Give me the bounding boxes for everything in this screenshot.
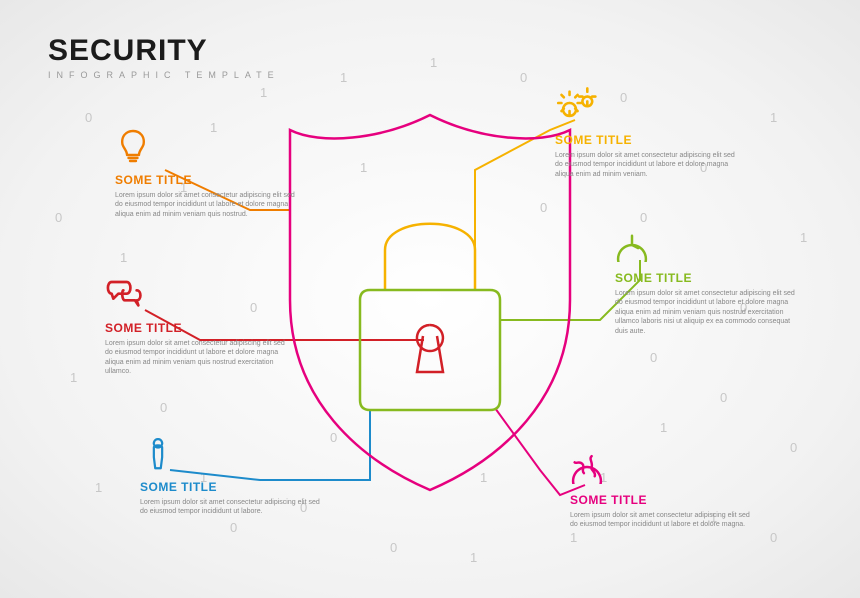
item-body: Lorem ipsum dolor sit amet consectetur a…	[555, 151, 735, 179]
info-item-globe: SOME TITLE Lorem ipsum dolor sit amet con…	[570, 450, 750, 530]
item-title: SOME TITLE	[570, 493, 750, 507]
item-title: SOME TITLE	[105, 321, 285, 335]
page-title: SECURITY	[48, 34, 280, 68]
person-icon	[140, 435, 320, 476]
clock-icon	[615, 228, 795, 267]
shield-outline	[290, 115, 570, 490]
item-title: SOME TITLE	[555, 133, 735, 147]
lightbulb-icon	[115, 128, 295, 169]
item-title: SOME TITLE	[140, 480, 320, 494]
info-item-bulb: SOME TITLE Lorem ipsum dolor sit amet con…	[115, 128, 295, 219]
item-title: SOME TITLE	[615, 271, 795, 285]
page-subtitle: INFOGRAPHIC TEMPLATE	[48, 70, 280, 80]
item-body: Lorem ipsum dolor sit amet consectetur a…	[105, 339, 285, 377]
info-item-person: SOME TITLE Lorem ipsum dolor sit amet con…	[140, 435, 320, 517]
gears-icon	[555, 82, 735, 129]
chat-icon	[105, 272, 285, 317]
info-item-clock: SOME TITLE Lorem ipsum dolor sit amet con…	[615, 228, 795, 336]
padlock-keyhole	[417, 325, 443, 372]
item-body: Lorem ipsum dolor sit amet consectetur a…	[115, 191, 295, 219]
info-item-gears: SOME TITLE Lorem ipsum dolor sit amet con…	[555, 82, 735, 179]
globe-icon	[570, 450, 750, 489]
info-item-chat: SOME TITLE Lorem ipsum dolor sit amet con…	[105, 272, 285, 377]
item-title: SOME TITLE	[115, 173, 295, 187]
item-body: Lorem ipsum dolor sit amet consectetur a…	[140, 498, 320, 517]
padlock-shackle	[385, 224, 475, 290]
header: SECURITY INFOGRAPHIC TEMPLATE	[48, 34, 280, 80]
item-body: Lorem ipsum dolor sit amet consectetur a…	[615, 289, 795, 336]
item-body: Lorem ipsum dolor sit amet consectetur a…	[570, 511, 750, 530]
